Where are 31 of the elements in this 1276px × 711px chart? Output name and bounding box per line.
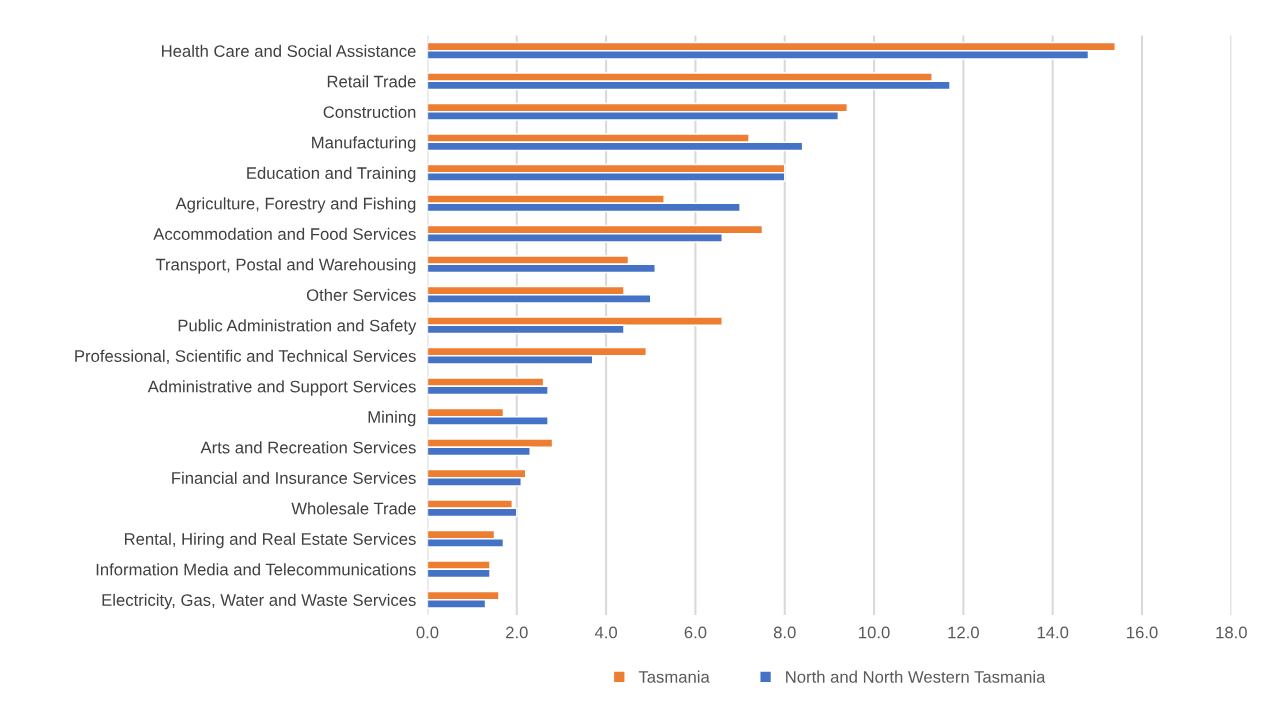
x-tick-label: 8.0 [773, 626, 796, 639]
y-tick-label: Health Care and Social Assistance [162, 44, 416, 57]
x-tick-label: 16.0 [1127, 626, 1158, 639]
y-tick-label: Accommodation and Food Services [153, 227, 416, 240]
y-tick-label: Transport, Postal and Warehousing [155, 258, 416, 274]
y-tick-label: Retail Trade [327, 75, 416, 88]
y-tick-label: Mining [368, 410, 416, 427]
y-tick-label: Manufacturing [312, 136, 416, 152]
y-tick-label: Administrative and Support Services [147, 380, 416, 396]
y-tick-label: Education and Training [247, 166, 416, 183]
y-tick-label: Information Media and Telecommunications [96, 563, 416, 576]
y-tick-label: Professional, Scientific and Technical Services [75, 349, 416, 364]
x-tick-label: 2.0 [506, 626, 528, 639]
y-tick-label: Wholesale Trade [291, 502, 416, 515]
x-tick-label: 0.0 [416, 626, 439, 639]
x-tick-label: 6.0 [684, 626, 707, 639]
legend-label: Tasmania [638, 670, 710, 683]
x-tick-label: 18.0 [1216, 626, 1247, 639]
x-tick-label: 4.0 [594, 626, 618, 639]
x-tick-label: 14.0 [1037, 626, 1069, 639]
y-tick-label: Electricity, Gas, Water and Waste Services [102, 593, 416, 610]
y-tick-label: Rental, Hiring and Real Estate Services [125, 532, 416, 549]
y-tick-label: Financial and Insurance Services [172, 471, 416, 484]
y-tick-label: Public Administration and Safety [178, 319, 417, 335]
x-tick-label: 10.0 [859, 626, 890, 639]
y-tick-label: Agriculture, Forestry and Fishing [175, 197, 416, 213]
legend-label: North and North Western Tasmania [786, 670, 1046, 683]
y-tick-label: Arts and Recreation Services [200, 441, 416, 454]
y-tick-label: Construction [323, 105, 416, 118]
y-tick-label: Other Services [306, 288, 416, 301]
x-tick-label: 12.0 [948, 626, 979, 639]
